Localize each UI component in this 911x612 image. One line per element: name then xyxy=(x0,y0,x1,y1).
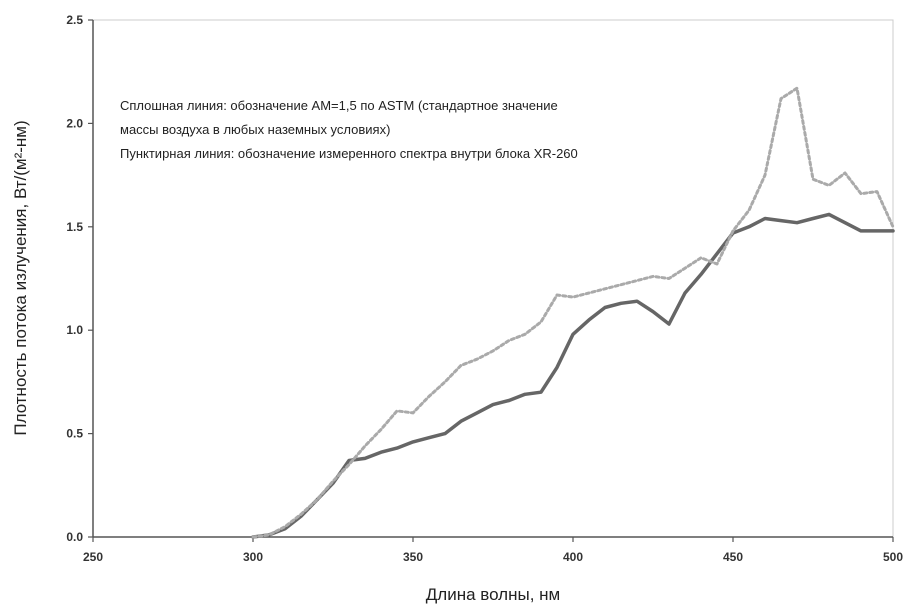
annotation-line: Сплошная линия: обозначение AM=1,5 по AS… xyxy=(120,98,558,113)
dotted-series-line xyxy=(251,86,895,539)
y-tick-label: 1.0 xyxy=(66,323,83,337)
y-axis-title: Плотность потока излучения, Вт/(м²-нм) xyxy=(11,120,30,435)
x-tick-label: 250 xyxy=(83,550,103,564)
x-tick-label: 350 xyxy=(403,550,423,564)
x-tick-label: 500 xyxy=(883,550,903,564)
x-tick-label: 300 xyxy=(243,550,263,564)
x-tick-label: 450 xyxy=(723,550,743,564)
annotation-block: Сплошная линия: обозначение AM=1,5 по AS… xyxy=(120,98,578,161)
y-tick-label: 0.0 xyxy=(66,530,83,544)
x-ticks: 250 300 350 400 450 500 xyxy=(83,537,903,564)
y-ticks: 0.0 0.5 1.0 1.5 2.0 2.5 xyxy=(66,13,93,544)
annotation-line: массы воздуха в любых наземных условиях) xyxy=(120,122,390,137)
y-tick-label: 0.5 xyxy=(66,427,83,441)
series-layer xyxy=(251,86,895,539)
annotation-line: Пунктирная линия: обозначение измеренног… xyxy=(120,146,578,161)
x-tick-label: 400 xyxy=(563,550,583,564)
y-tick-label: 2.0 xyxy=(66,116,83,130)
solid-series-line xyxy=(251,212,895,539)
x-axis-title: Длина волны, нм xyxy=(426,585,560,604)
y-tick-label: 2.5 xyxy=(66,13,83,27)
y-tick-label: 1.5 xyxy=(66,220,83,234)
